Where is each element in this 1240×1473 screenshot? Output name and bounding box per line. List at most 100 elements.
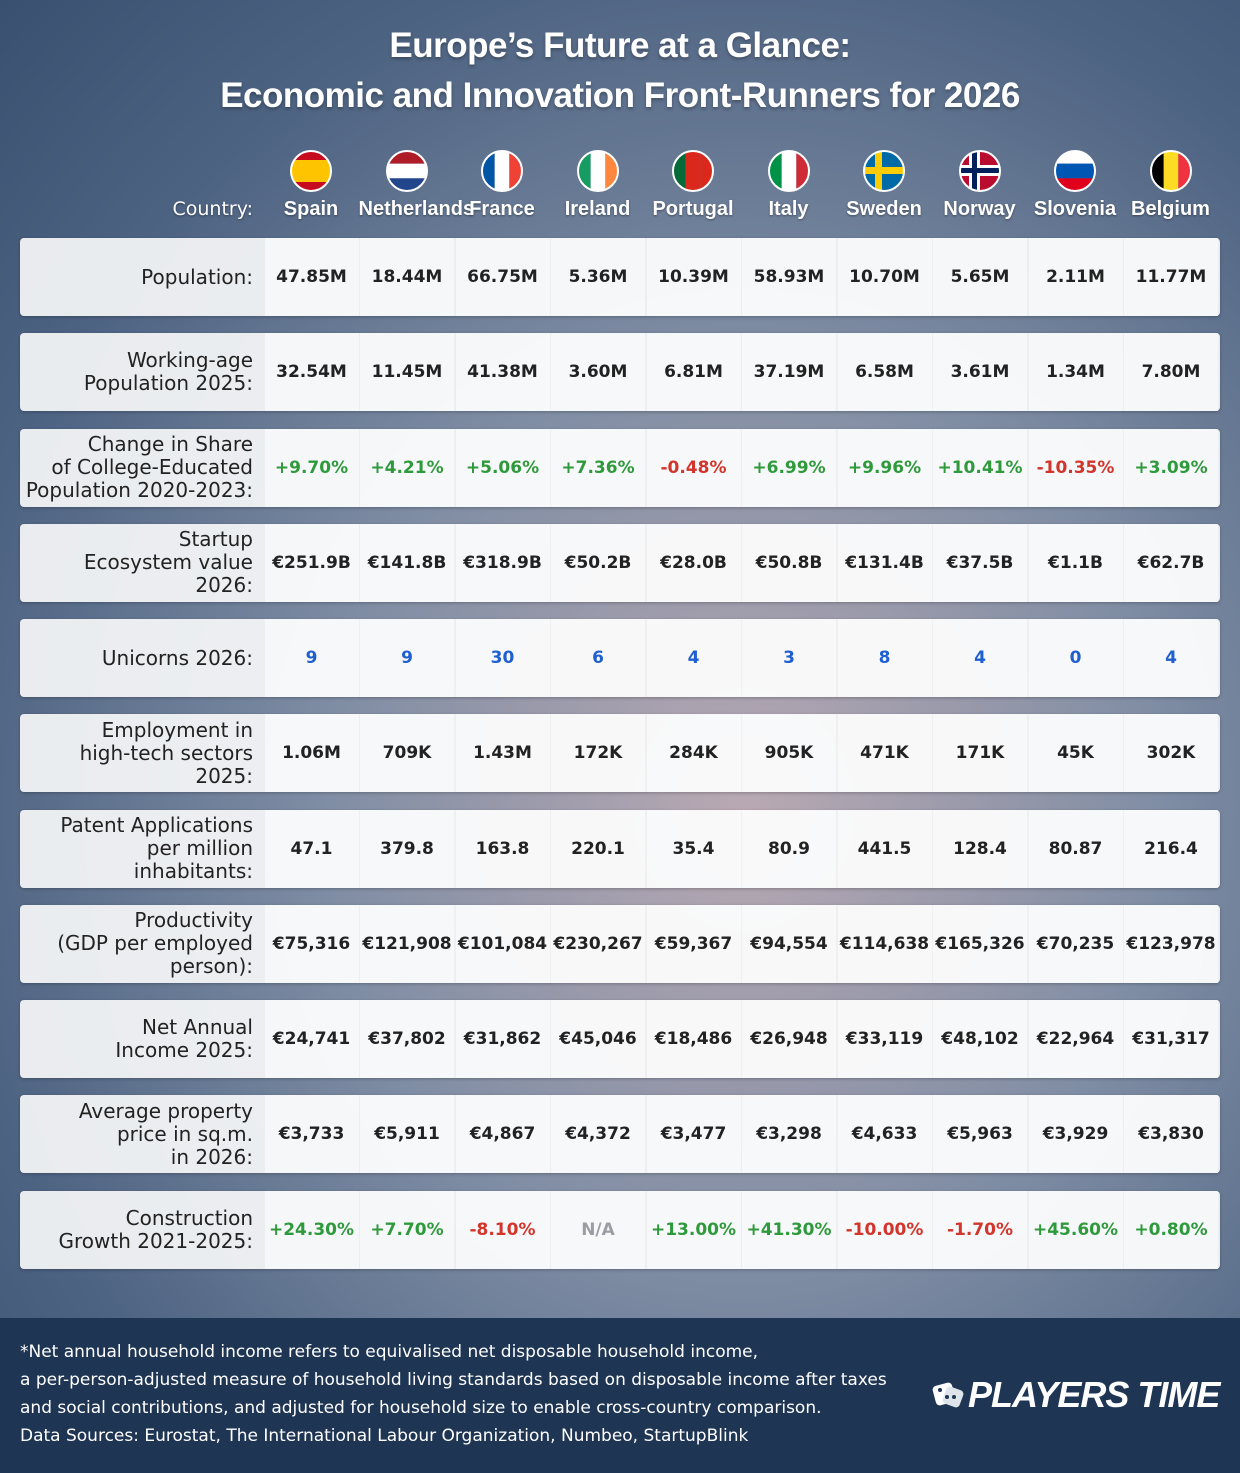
table-cell: +45.60%	[1028, 1190, 1123, 1269]
table-cell: +24.30%	[264, 1190, 359, 1269]
table-cell: €31,862	[455, 1000, 550, 1078]
table-cell: -8.10%	[455, 1190, 550, 1269]
table-cell: -1.70%	[933, 1190, 1027, 1269]
table-cell: 4	[646, 619, 741, 697]
table-cell: €4,372	[551, 1095, 645, 1174]
table-cell: +41.30%	[742, 1190, 836, 1269]
row-label-line: per million	[146, 836, 253, 860]
footnote: and social contributions, and adjusted f…	[20, 1398, 822, 1418]
row-label-line: Population 2025:	[83, 371, 253, 396]
table-cell: €50.2B	[551, 523, 645, 602]
table-cell: €123,978	[1124, 904, 1218, 983]
table-cell: €26,948	[742, 1000, 836, 1078]
table-cell: 5.36M	[551, 238, 645, 316]
row-label-line: Productivity	[134, 908, 253, 933]
table-cell: 80.9	[742, 809, 836, 888]
row-label: Working-age Population 2025:	[20, 333, 253, 411]
row-label: Net Annual Income 2025:	[20, 1000, 253, 1078]
flag	[672, 150, 714, 192]
table-cell: €114,638	[837, 904, 932, 983]
table-cell: +5.06%	[455, 428, 550, 507]
row-label-line: of College-Educated	[51, 455, 253, 479]
row-label: Population:	[20, 238, 253, 316]
table-cell: +6.99%	[742, 428, 836, 507]
table-cell: 2.11M	[1028, 238, 1123, 316]
country-name: Portugal	[652, 198, 734, 220]
header-label: Country:	[172, 198, 254, 220]
table-cell: €28.0B	[646, 523, 741, 602]
table-cell: 163.8	[455, 809, 550, 888]
row-label-line: 2025:	[195, 763, 253, 788]
table-cell: -0.48%	[646, 428, 741, 507]
row-label-line: Income 2025:	[115, 1038, 253, 1062]
table-cell: €251.9B	[264, 523, 359, 602]
table-cell: €318.9B	[455, 523, 550, 602]
table-cell: 9	[264, 619, 359, 697]
table-cell: 6.81M	[646, 333, 741, 412]
table-cell: 11.45M	[360, 333, 454, 412]
row-label-line: Working-age	[126, 348, 253, 373]
row-label: Patent Applications per million inhabitant…	[20, 810, 253, 888]
table-cell: €37.5B	[933, 523, 1027, 602]
flag	[767, 150, 810, 192]
table-cell: 905K	[742, 714, 836, 793]
table-cell: 18.44M	[360, 238, 454, 316]
row-label-line: Ecosystem value	[83, 550, 253, 575]
country-name: Norway	[943, 198, 1016, 220]
table-cell: 47.85M	[264, 238, 359, 316]
row-label: Productivity (GDP per employed person):	[20, 905, 253, 983]
table-cell: €62.7B	[1124, 523, 1218, 602]
table-cell: €4,633	[837, 1095, 932, 1174]
table-cell: €37,802	[360, 1000, 454, 1078]
row-label-line: Startup	[178, 527, 253, 552]
flag	[958, 150, 1001, 192]
table-cell: €45,046	[551, 1000, 645, 1078]
row-label-line: Population:	[141, 264, 253, 289]
table-cell: 216.4	[1124, 809, 1218, 888]
footnote: *Net annual household income refers to e…	[20, 1342, 759, 1362]
table-cell: 37.19M	[742, 333, 836, 412]
table-cell: 6.58M	[837, 333, 932, 412]
table-cell: €230,267	[551, 904, 645, 983]
table-cell: €18,486	[646, 1000, 741, 1078]
table-cell: +4.21%	[360, 428, 454, 507]
table-cell: €3,298	[742, 1095, 836, 1174]
footnote: a per-person-adjusted measure of househo…	[20, 1370, 887, 1390]
table-cell: €5,911	[360, 1095, 454, 1174]
flag	[290, 150, 332, 192]
row-label: Average property price in sq.m. in 2026:	[20, 1095, 253, 1173]
row-label-line: Employment in	[101, 717, 253, 742]
country-name: Spain	[283, 198, 339, 220]
row-label-line: Growth 2021-2025:	[58, 1228, 253, 1253]
row-label-line: price in sq.m.	[116, 1121, 253, 1146]
table-cell: 1.06M	[264, 714, 359, 793]
country-name: Slovenia	[1033, 198, 1117, 220]
flag	[1149, 150, 1192, 192]
table-cell: €22,964	[1028, 1000, 1123, 1078]
table-cell: €3,733	[264, 1095, 359, 1174]
row-label-line: Change in Share	[87, 432, 253, 456]
table-cell: €70,235	[1028, 904, 1123, 983]
table-cell: 172K	[551, 714, 645, 793]
table-cell: €3,477	[646, 1095, 741, 1174]
table-cell: N/A	[551, 1190, 645, 1269]
table-cell: 30	[455, 619, 550, 697]
table-cell: €141.8B	[360, 523, 454, 602]
flag	[863, 150, 905, 192]
table-cell: €165,326	[933, 904, 1027, 983]
title-line: Economic and Innovation Front-Runners fo…	[220, 76, 1020, 115]
table-cell: 7.80M	[1124, 333, 1218, 412]
table-cell: 379.8	[360, 809, 454, 888]
row-label-line: Construction	[125, 1205, 253, 1230]
table-cell: €101,084	[455, 904, 550, 983]
table-cell: €59,367	[646, 904, 741, 983]
row-label-line: person):	[169, 954, 253, 979]
table-cell: €3,929	[1028, 1095, 1123, 1174]
table-cell: +3.09%	[1124, 428, 1218, 507]
table-cell: 66.75M	[455, 238, 550, 316]
table-cell: 1.34M	[1028, 333, 1123, 412]
table-cell: €48,102	[933, 1000, 1027, 1078]
table-cell: 41.38M	[455, 333, 550, 412]
table-cell: €24,741	[264, 1000, 359, 1078]
